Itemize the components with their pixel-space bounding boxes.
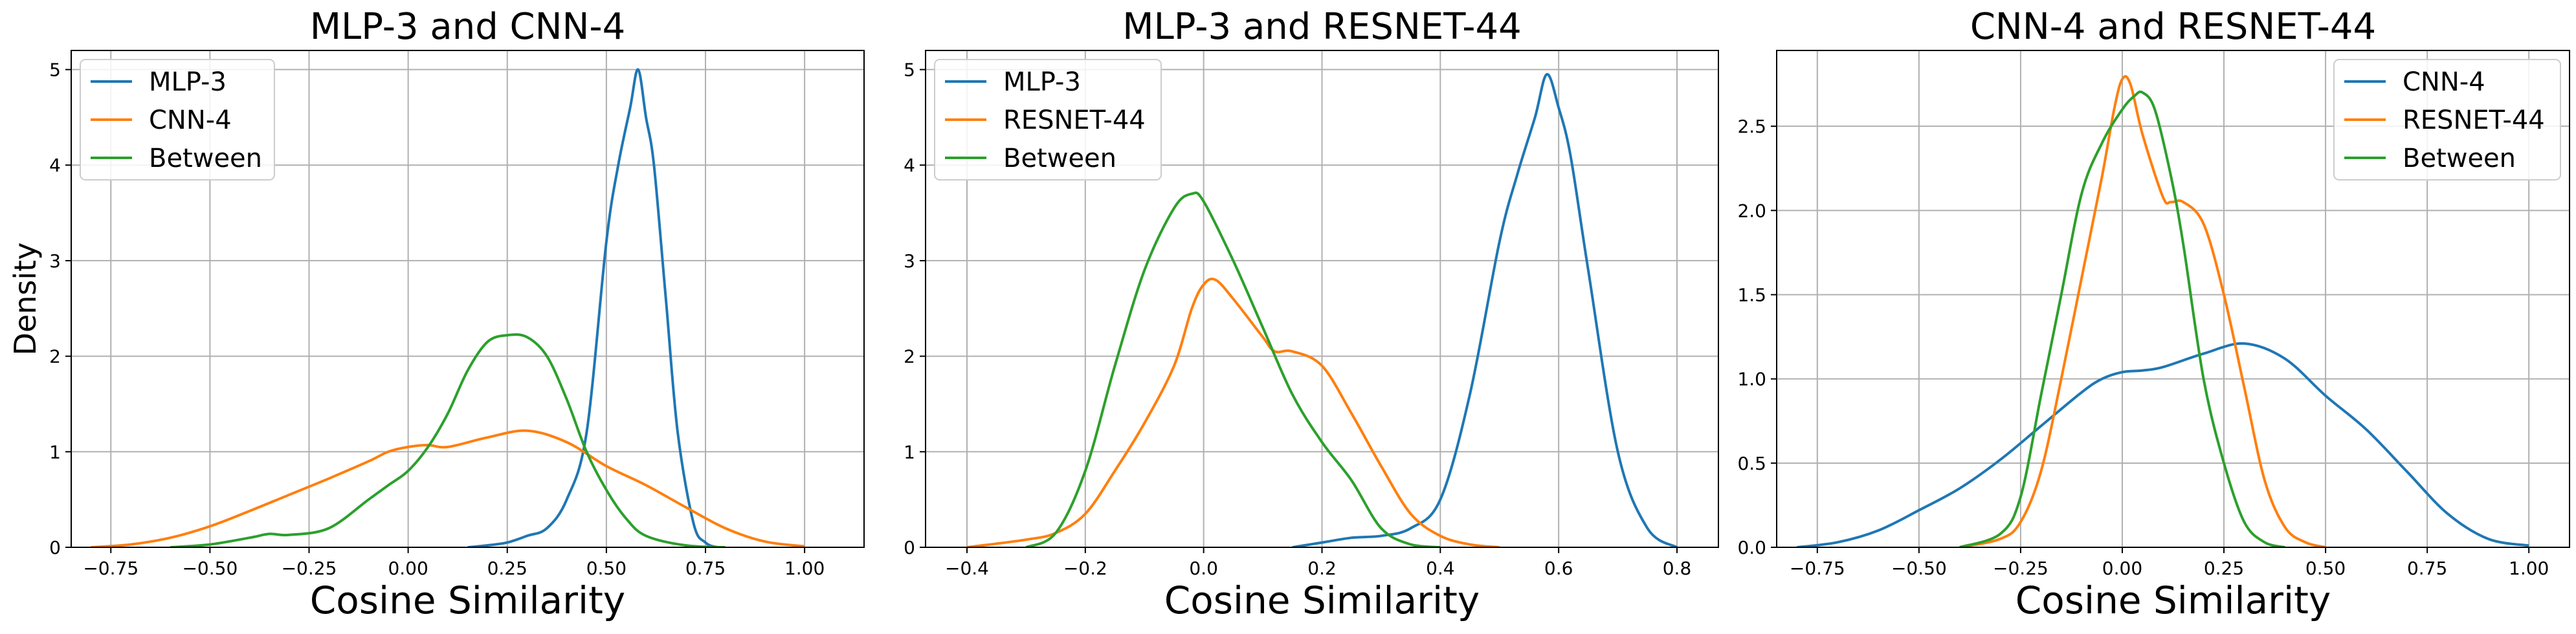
chart-panel-1: −0.75 −0.50 −0.25 0.00 0.25 0.50 0.75 1.00 0 1 2 3 4…: [49, 6, 865, 622]
legend-label: RESNET-44: [1003, 105, 1146, 135]
legend-label: Between: [2403, 144, 2516, 173]
x-tick-label: 0.50: [2305, 558, 2346, 579]
y-tick-label: 5: [49, 60, 61, 81]
legend-box: [80, 59, 275, 180]
y-tick-label: 0.5: [1737, 453, 1766, 474]
chart-title: MLP-3 and CNN-4: [310, 6, 626, 48]
x-tick-label: 0.6: [1544, 558, 1573, 579]
x-axis-label: Cosine Similarity: [2015, 578, 2331, 622]
x-tick-label: 0.75: [685, 558, 726, 579]
legend-label: MLP-3: [1003, 67, 1081, 97]
series-line-cnn-4: [1797, 342, 2529, 547]
chart-panel-3: −0.75 −0.50 −0.25 0.00 0.25 0.50 0.75 1.00 0.0 0.…: [1737, 6, 2570, 622]
x-tick-label: 0.75: [2407, 558, 2447, 579]
series-line-resnet-44: [1959, 75, 2326, 547]
y-tick-label: 1.0: [1737, 369, 1766, 390]
y-tick-label: 2: [904, 346, 915, 367]
series-line-between: [170, 333, 726, 547]
x-tick-label: −0.50: [182, 558, 238, 579]
x-tick-label: −0.2: [1063, 558, 1107, 579]
legend-box: [934, 59, 1162, 180]
x-tick-label: 0.50: [586, 558, 627, 579]
x-tick-label: 1.00: [2509, 558, 2549, 579]
legend-label: Between: [1003, 144, 1116, 173]
series-line-between: [1025, 191, 1441, 547]
axes-frame: [71, 50, 865, 548]
y-tick-label: 0: [904, 537, 915, 558]
legend-label: Between: [149, 144, 262, 173]
y-tick-label: 1: [49, 441, 61, 463]
y-tick-label: 4: [904, 155, 915, 176]
axes-frame: [1776, 50, 2570, 548]
x-tick-label: −0.4: [945, 558, 989, 579]
y-tick-label: 2.5: [1737, 116, 1766, 137]
x-tick-label: −0.50: [1891, 558, 1947, 579]
y-tick-label: 0: [49, 537, 61, 558]
x-tick-label: 0.00: [2102, 558, 2142, 579]
series-line-cnn-4: [91, 429, 805, 547]
y-tick-label: 3: [49, 250, 61, 272]
legend-label: MLP-3: [149, 67, 227, 97]
x-tick-label: −0.75: [83, 558, 139, 579]
series-line-resnet-44: [966, 278, 1500, 547]
y-tick-label: 4: [49, 155, 61, 176]
x-tick-label: 0.8: [1663, 558, 1692, 579]
y-tick-label: 2: [49, 346, 61, 367]
legend-label: CNN-4: [2403, 67, 2485, 97]
x-tick-label: −0.25: [282, 558, 337, 579]
chart-title: MLP-3 and RESNET-44: [1122, 6, 1522, 48]
legend-label: RESNET-44: [2403, 105, 2545, 135]
x-tick-label: 0.25: [487, 558, 527, 579]
legend: MLP-3 CNN-4 Between: [80, 59, 275, 180]
y-tick-label: 3: [904, 250, 915, 272]
series-line-between: [1959, 90, 2285, 547]
legend-label: CNN-4: [149, 105, 232, 135]
x-tick-label: 1.00: [784, 558, 825, 579]
chart-title: CNN-4 and RESNET-44: [1970, 6, 2376, 48]
x-tick-label: −0.75: [1790, 558, 1845, 579]
y-tick-label: 0.0: [1737, 537, 1766, 558]
legend-box: [2333, 59, 2561, 180]
x-tick-label: 0.2: [1307, 558, 1337, 579]
legend: MLP-3 RESNET-44 Between: [934, 59, 1162, 180]
chart-panel-2: −0.4 −0.2 0.0 0.2 0.4 0.6 0.8 0 1 2 3 4 5 MLP-3 and R…: [904, 6, 1719, 622]
x-tick-label: 0.25: [2204, 558, 2244, 579]
x-tick-label: 0.4: [1426, 558, 1455, 579]
y-tick-label: 5: [904, 60, 915, 81]
series-line-mlp-3: [467, 68, 718, 547]
x-axis-label: Cosine Similarity: [310, 578, 625, 622]
y-axis-label: Density: [8, 243, 43, 356]
legend: CNN-4 RESNET-44 Between: [2333, 59, 2561, 180]
y-tick-label: 1.5: [1737, 284, 1766, 305]
x-tick-label: −0.25: [1993, 558, 2049, 579]
x-tick-label: 0.00: [388, 558, 428, 579]
y-tick-label: 1: [904, 441, 915, 463]
x-tick-label: 0.0: [1189, 558, 1218, 579]
y-tick-label: 2.0: [1737, 200, 1766, 221]
axes-frame: [925, 50, 1719, 548]
x-axis-label: Cosine Similarity: [1164, 578, 1480, 622]
